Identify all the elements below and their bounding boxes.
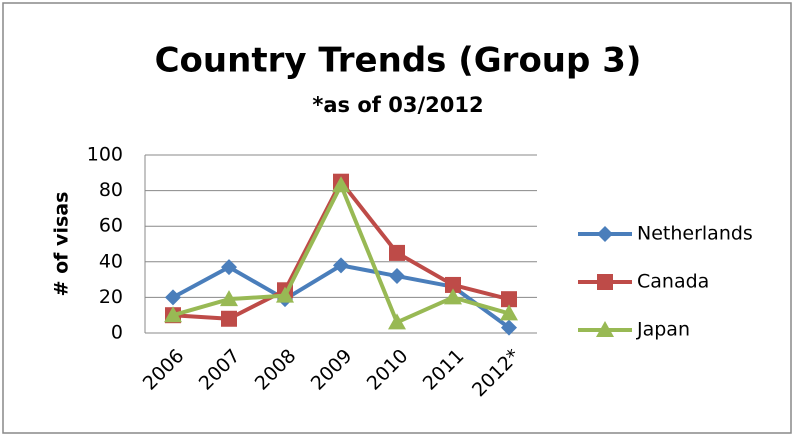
marker-triangle (388, 313, 406, 330)
marker-triangle (500, 304, 518, 321)
y-tick-label: 60 (99, 215, 123, 237)
marker-triangle (444, 288, 462, 305)
marker-square (597, 274, 613, 290)
y-tick-label: 20 (99, 286, 123, 308)
chart-subtitle: *as of 03/2012 (312, 93, 483, 117)
marker-triangle (164, 306, 182, 323)
marker-diamond (333, 257, 349, 274)
marker-square (221, 310, 237, 327)
marker-diamond (501, 319, 517, 336)
y-tick-label: 0 (111, 322, 123, 344)
chart-title: Country Trends (Group 3) (155, 41, 642, 81)
marker-square (389, 244, 405, 261)
marker-triangle (596, 321, 614, 337)
marker-diamond (221, 259, 237, 276)
marker-triangle (220, 290, 238, 307)
marker-square (445, 276, 461, 293)
marker-diamond (597, 226, 613, 242)
marker-square (501, 291, 517, 308)
legend-label: Japan (636, 319, 690, 341)
marker-diamond (165, 289, 181, 306)
y-axis-label: # of visas (51, 192, 73, 297)
legend-label: Netherlands (637, 223, 753, 245)
marker-triangle (332, 176, 350, 193)
legend-label: Canada (637, 271, 709, 293)
y-tick-label: 40 (99, 250, 123, 272)
y-tick-label: 80 (99, 179, 123, 201)
marker-diamond (389, 268, 405, 285)
marker-triangle (276, 286, 294, 303)
y-tick-label: 100 (87, 144, 123, 166)
